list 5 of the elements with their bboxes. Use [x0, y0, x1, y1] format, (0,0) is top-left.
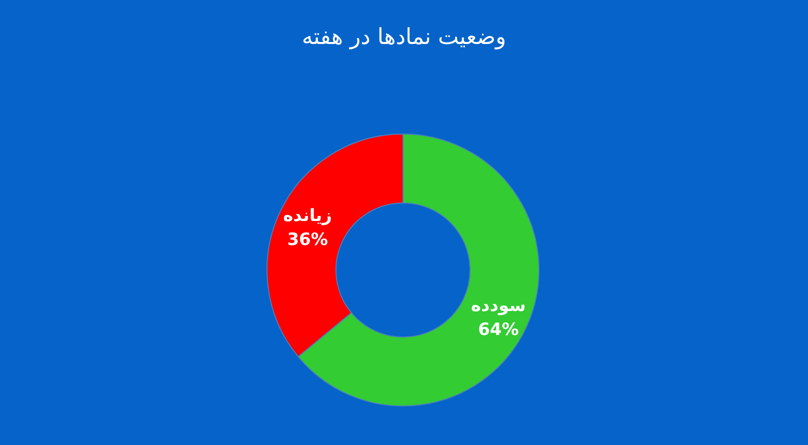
data-label: 36%	[287, 230, 328, 250]
data-label: 64%	[478, 320, 519, 340]
chart-title: وضعیت نمادها در هفته	[302, 25, 506, 50]
slice-label: سودده	[471, 296, 526, 316]
slice-label: زیانده	[283, 206, 332, 226]
